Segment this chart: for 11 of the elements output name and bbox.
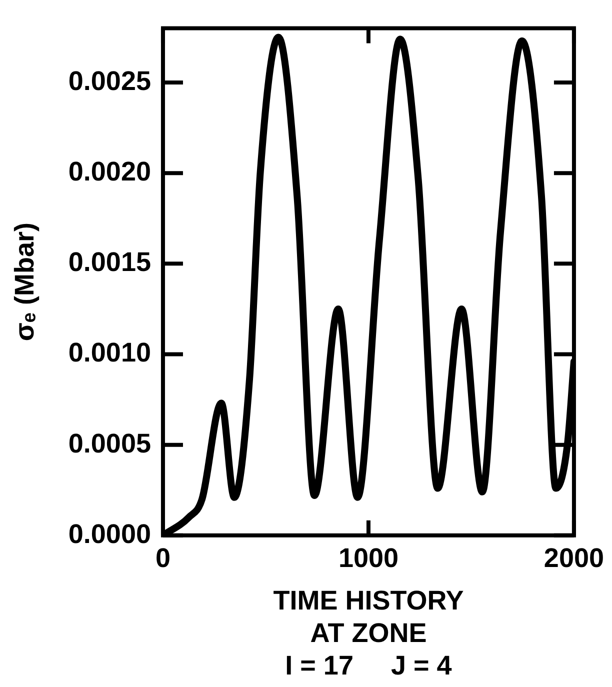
y-tick-label: 0.0010 [68,338,151,368]
x-tick-label: 1000 [338,543,399,574]
x-tick-label: 2000 [544,543,604,574]
y-tick-label: 0.0020 [68,156,151,187]
y-tick-label: 0.0000 [68,518,151,549]
x-axis-title: TIME HISTORY AT ZONE I = 17 J = 4 [273,585,464,680]
y-axis-title: σₑ (Mbar) [10,222,40,342]
y-tick-label: 0.0015 [68,247,151,278]
y-tick-label: 0.0005 [68,428,151,458]
x-tick-label: 0 [155,543,170,574]
y-tick-label: 0.0025 [68,66,151,96]
